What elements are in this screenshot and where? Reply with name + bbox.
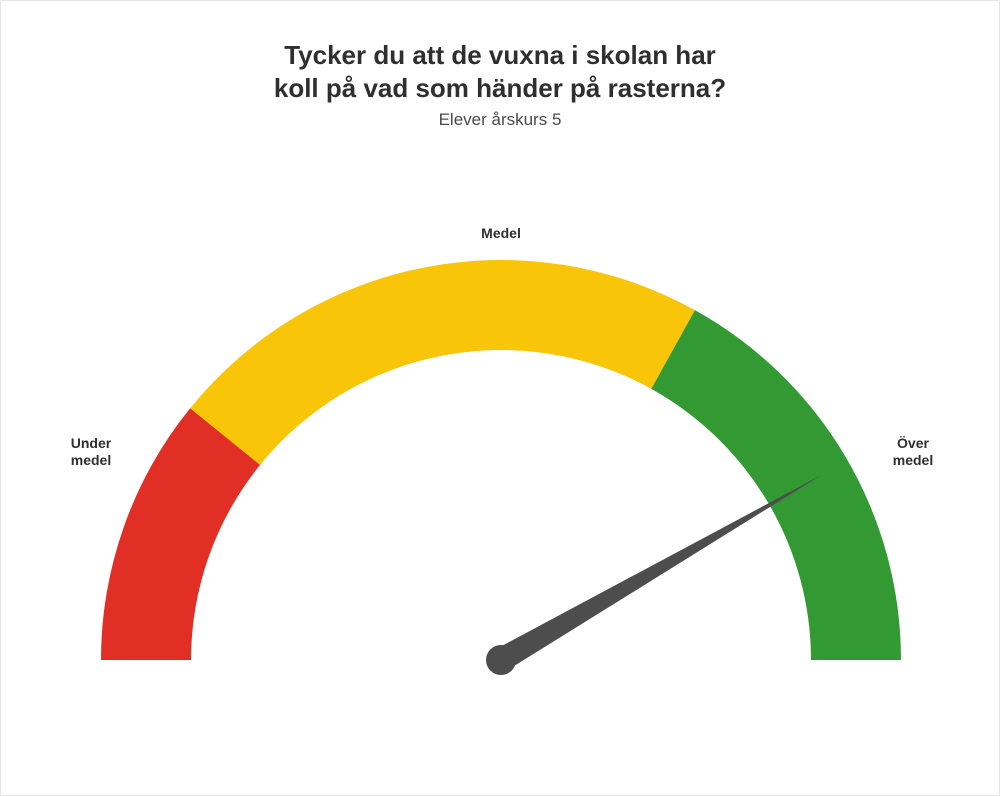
- label-under-medel: Under medel: [61, 435, 121, 469]
- title-line-2: koll på vad som händer på rasterna?: [274, 73, 726, 103]
- needle-hub: [486, 645, 516, 675]
- gauge-svg: [1, 130, 1000, 730]
- gauge-container: Under medel Medel Över medel: [1, 130, 1000, 730]
- chart-title: Tycker du att de vuxna i skolan har koll…: [1, 39, 999, 104]
- gauge-segment: [101, 408, 260, 660]
- gauge-segment: [190, 260, 695, 465]
- chart-frame: Tycker du att de vuxna i skolan har koll…: [0, 0, 1000, 796]
- title-block: Tycker du att de vuxna i skolan har koll…: [1, 39, 999, 130]
- gauge-needle: [486, 475, 821, 675]
- title-line-1: Tycker du att de vuxna i skolan har: [284, 40, 716, 70]
- needle-pointer: [495, 475, 821, 670]
- label-over-medel: Över medel: [883, 435, 943, 469]
- gauge-segments: [101, 260, 901, 660]
- label-medel: Medel: [471, 225, 531, 242]
- chart-subtitle: Elever årskurs 5: [1, 110, 999, 130]
- gauge-segment: [651, 310, 901, 660]
